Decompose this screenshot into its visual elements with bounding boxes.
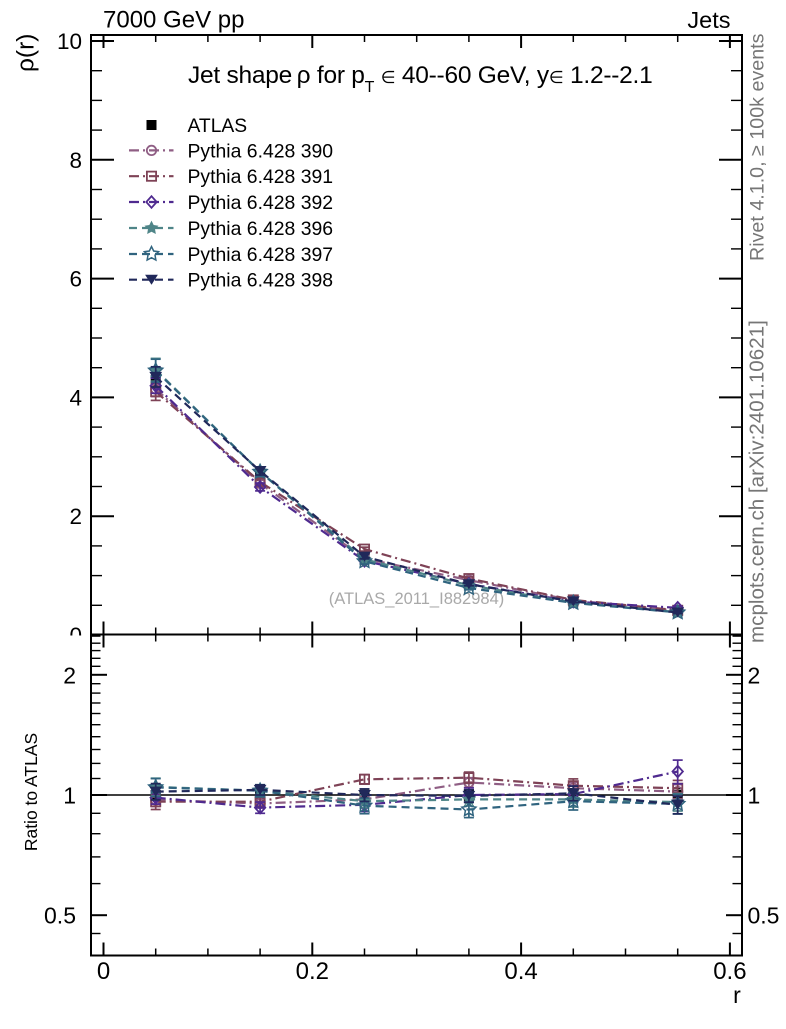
svg-text:0.6: 0.6 xyxy=(713,958,746,985)
svg-text:r: r xyxy=(733,982,741,1008)
svg-text:ATLAS: ATLAS xyxy=(188,116,248,137)
svg-text:Pythia 6.428 398: Pythia 6.428 398 xyxy=(188,270,334,292)
svg-text:Pythia 6.428 392: Pythia 6.428 392 xyxy=(188,192,334,214)
svg-text:Pythia 6.428 391: Pythia 6.428 391 xyxy=(188,166,334,188)
svg-text:0.5: 0.5 xyxy=(44,903,76,929)
svg-text:10: 10 xyxy=(57,29,82,54)
svg-text:Pythia 6.428 390: Pythia 6.428 390 xyxy=(188,140,334,162)
svg-text:Ratio to ATLAS: Ratio to ATLAS xyxy=(21,733,41,851)
svg-text:2: 2 xyxy=(69,504,82,529)
svg-text:0: 0 xyxy=(69,623,82,648)
svg-text:(ATLAS_2011_I882984): (ATLAS_2011_I882984) xyxy=(329,590,505,608)
svg-text:0: 0 xyxy=(97,958,110,985)
svg-text:Pythia 6.428 396: Pythia 6.428 396 xyxy=(188,218,334,240)
svg-text:0.5: 0.5 xyxy=(748,903,780,929)
svg-text:0.2: 0.2 xyxy=(296,958,329,985)
svg-text:1: 1 xyxy=(748,783,761,809)
svg-text:ρ(r): ρ(r) xyxy=(13,34,40,72)
svg-text:6: 6 xyxy=(69,267,82,292)
svg-text:Jets: Jets xyxy=(687,7,730,33)
svg-text:2: 2 xyxy=(748,662,761,688)
svg-text:mcplots.cern.ch [arXiv:2401.10: mcplots.cern.ch [arXiv:2401.10621] xyxy=(746,320,769,643)
svg-text:Rivet 4.1.0, ≥ 100k events: Rivet 4.1.0, ≥ 100k events xyxy=(747,33,769,261)
svg-text:0.4: 0.4 xyxy=(504,958,537,985)
svg-text:2: 2 xyxy=(63,662,76,688)
svg-text:4: 4 xyxy=(69,385,82,410)
svg-text:7000 GeV pp: 7000 GeV pp xyxy=(103,7,244,34)
svg-text:Pythia 6.428 397: Pythia 6.428 397 xyxy=(188,244,334,266)
svg-text:1: 1 xyxy=(63,783,76,809)
svg-text:8: 8 xyxy=(69,148,82,173)
